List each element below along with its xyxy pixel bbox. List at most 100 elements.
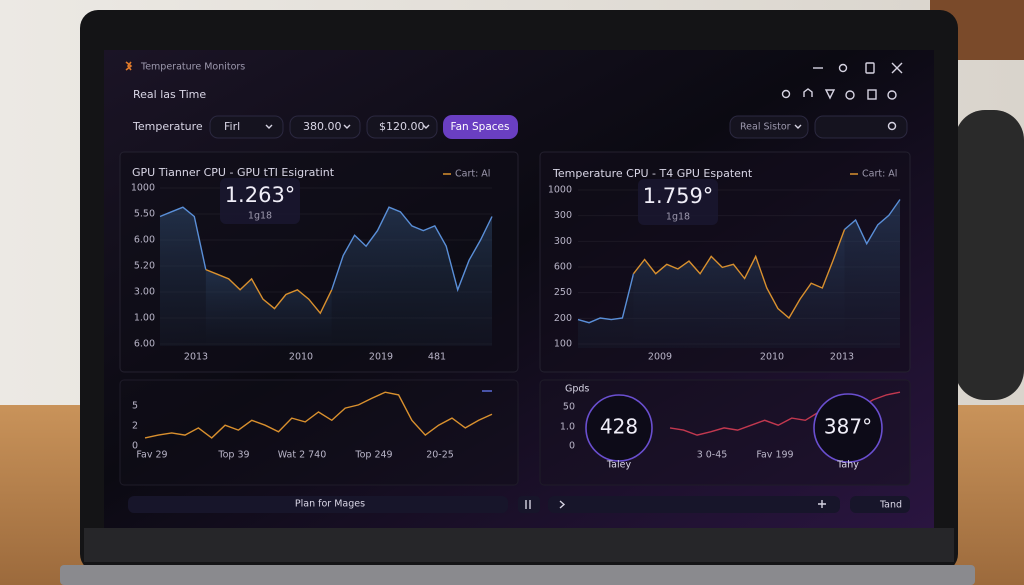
gauge-ring: [813, 393, 883, 463]
search-icon[interactable]: [781, 89, 791, 99]
tick-label: 50: [563, 402, 575, 413]
line-area: [578, 199, 900, 348]
tick-label: 2010: [760, 352, 784, 363]
tick-label: 250: [554, 287, 572, 298]
footer-button[interactable]: [850, 496, 910, 513]
search-icon[interactable]: [887, 121, 897, 131]
select-value[interactable]: Real Sistor: [740, 122, 791, 133]
tick-label: 2013: [184, 352, 208, 363]
tick-label: 2010: [289, 352, 313, 363]
line: [144, 391, 493, 439]
tick-label: 6.00: [134, 339, 155, 350]
tick-label: 300: [554, 210, 572, 221]
tick-label: 5: [132, 401, 138, 412]
dropdown-box[interactable]: [366, 115, 438, 139]
legend-label: Cart: Al: [862, 169, 897, 180]
select-box[interactable]: [729, 115, 809, 139]
tick-label: 100: [554, 339, 572, 350]
gauge-label: Taley: [606, 460, 632, 471]
tick-label: 0: [132, 441, 138, 452]
footer-input[interactable]: [548, 496, 840, 513]
dropdown-box[interactable]: [209, 115, 284, 139]
gauge-label: Tahy: [836, 460, 859, 471]
big-value: 1.263°: [225, 183, 296, 207]
filter-dropdown[interactable]: Firl: [209, 115, 284, 139]
tick-label: 5.20: [134, 261, 155, 272]
filter-dropdown[interactable]: $120.00: [366, 115, 438, 139]
pause-icon[interactable]: [525, 500, 531, 509]
dropdown-value[interactable]: $120.00: [379, 120, 425, 133]
tick-label: Top 39: [217, 450, 249, 461]
tick-label: 6.00: [134, 235, 155, 246]
value-card: [220, 178, 300, 224]
big-sub: 1g18: [248, 211, 272, 222]
settings-button[interactable]: [838, 63, 848, 73]
tick-label: 481: [428, 352, 446, 363]
toolbar-label: Temperature: [132, 120, 203, 133]
tick-label: Top 249: [354, 450, 392, 461]
panel: [119, 379, 519, 486]
tick-label: 2019: [369, 352, 393, 363]
line-area: [633, 229, 845, 348]
dropdown-value[interactable]: Firl: [224, 120, 240, 133]
tick-label: 3.00: [134, 287, 155, 298]
footer-toggle[interactable]: [518, 496, 540, 513]
gauge-value: 387°: [824, 415, 872, 439]
tick-label: 0: [569, 441, 575, 452]
user-icon[interactable]: [887, 90, 897, 100]
tick-label: 300: [554, 236, 572, 247]
panel-title: Temperature CPU - T4 GPU Espatent: [552, 167, 753, 180]
tick-label: 1000: [548, 185, 572, 196]
fan-button-label[interactable]: Fan Spaces: [451, 121, 510, 133]
line: [632, 229, 846, 320]
tick-label: Fav 199: [756, 450, 793, 461]
tick-label: 200: [554, 313, 572, 324]
fan-button[interactable]: [443, 115, 518, 139]
close-button[interactable]: [891, 62, 903, 74]
line: [577, 199, 901, 324]
caret[interactable]: [794, 124, 802, 129]
laptop-base: [60, 565, 975, 585]
caret[interactable]: [343, 124, 351, 129]
app-icon: [125, 61, 133, 71]
tick-label: 1.0: [560, 422, 575, 433]
panel-title: GPU Tianner CPU - GPU tTI Esigratint: [132, 166, 335, 179]
home-icon[interactable]: [803, 88, 813, 97]
tick-label: 1000: [131, 183, 155, 194]
arrow-icon[interactable]: [559, 500, 566, 509]
tick-label: 1.00: [134, 313, 155, 324]
tick-label: Fav 29: [136, 450, 167, 461]
line: [159, 206, 493, 293]
tick-label: 2009: [648, 352, 672, 363]
footer-left[interactable]: Plan for Mages: [295, 499, 365, 510]
add-icon[interactable]: [818, 500, 826, 508]
filter-dropdown[interactable]: 380.00: [289, 115, 361, 139]
tick-label: Wat 2 740: [278, 450, 327, 461]
speaker: [955, 110, 1024, 400]
caret[interactable]: [265, 124, 273, 129]
footer-right[interactable]: Tand: [879, 500, 902, 511]
tick-label: 3 0-45: [697, 450, 728, 461]
subtitle: Real las Time: [133, 88, 206, 101]
maximize-button[interactable]: [865, 62, 875, 74]
gauge-ring: [585, 394, 653, 462]
clock-icon[interactable]: [845, 90, 855, 100]
legend-label: Cart: Al: [455, 169, 490, 180]
mini-label: Gpds: [565, 384, 589, 395]
gauge-value: 428: [600, 415, 638, 439]
tick-label: 600: [554, 262, 572, 273]
search-box[interactable]: [814, 115, 908, 139]
filter-icon[interactable]: [824, 89, 836, 100]
dropdown-value[interactable]: 380.00: [303, 120, 342, 133]
tick-label: 20-25: [426, 450, 454, 461]
footer-bar[interactable]: [128, 496, 508, 513]
line-area: [205, 269, 332, 346]
dropdown-box[interactable]: [289, 115, 361, 139]
tick-label: 2: [132, 421, 138, 432]
caret[interactable]: [422, 124, 430, 129]
tick-label: 5.50: [134, 209, 155, 220]
bezel: [84, 528, 954, 562]
calendar-icon[interactable]: [867, 89, 877, 100]
line: [205, 268, 333, 315]
